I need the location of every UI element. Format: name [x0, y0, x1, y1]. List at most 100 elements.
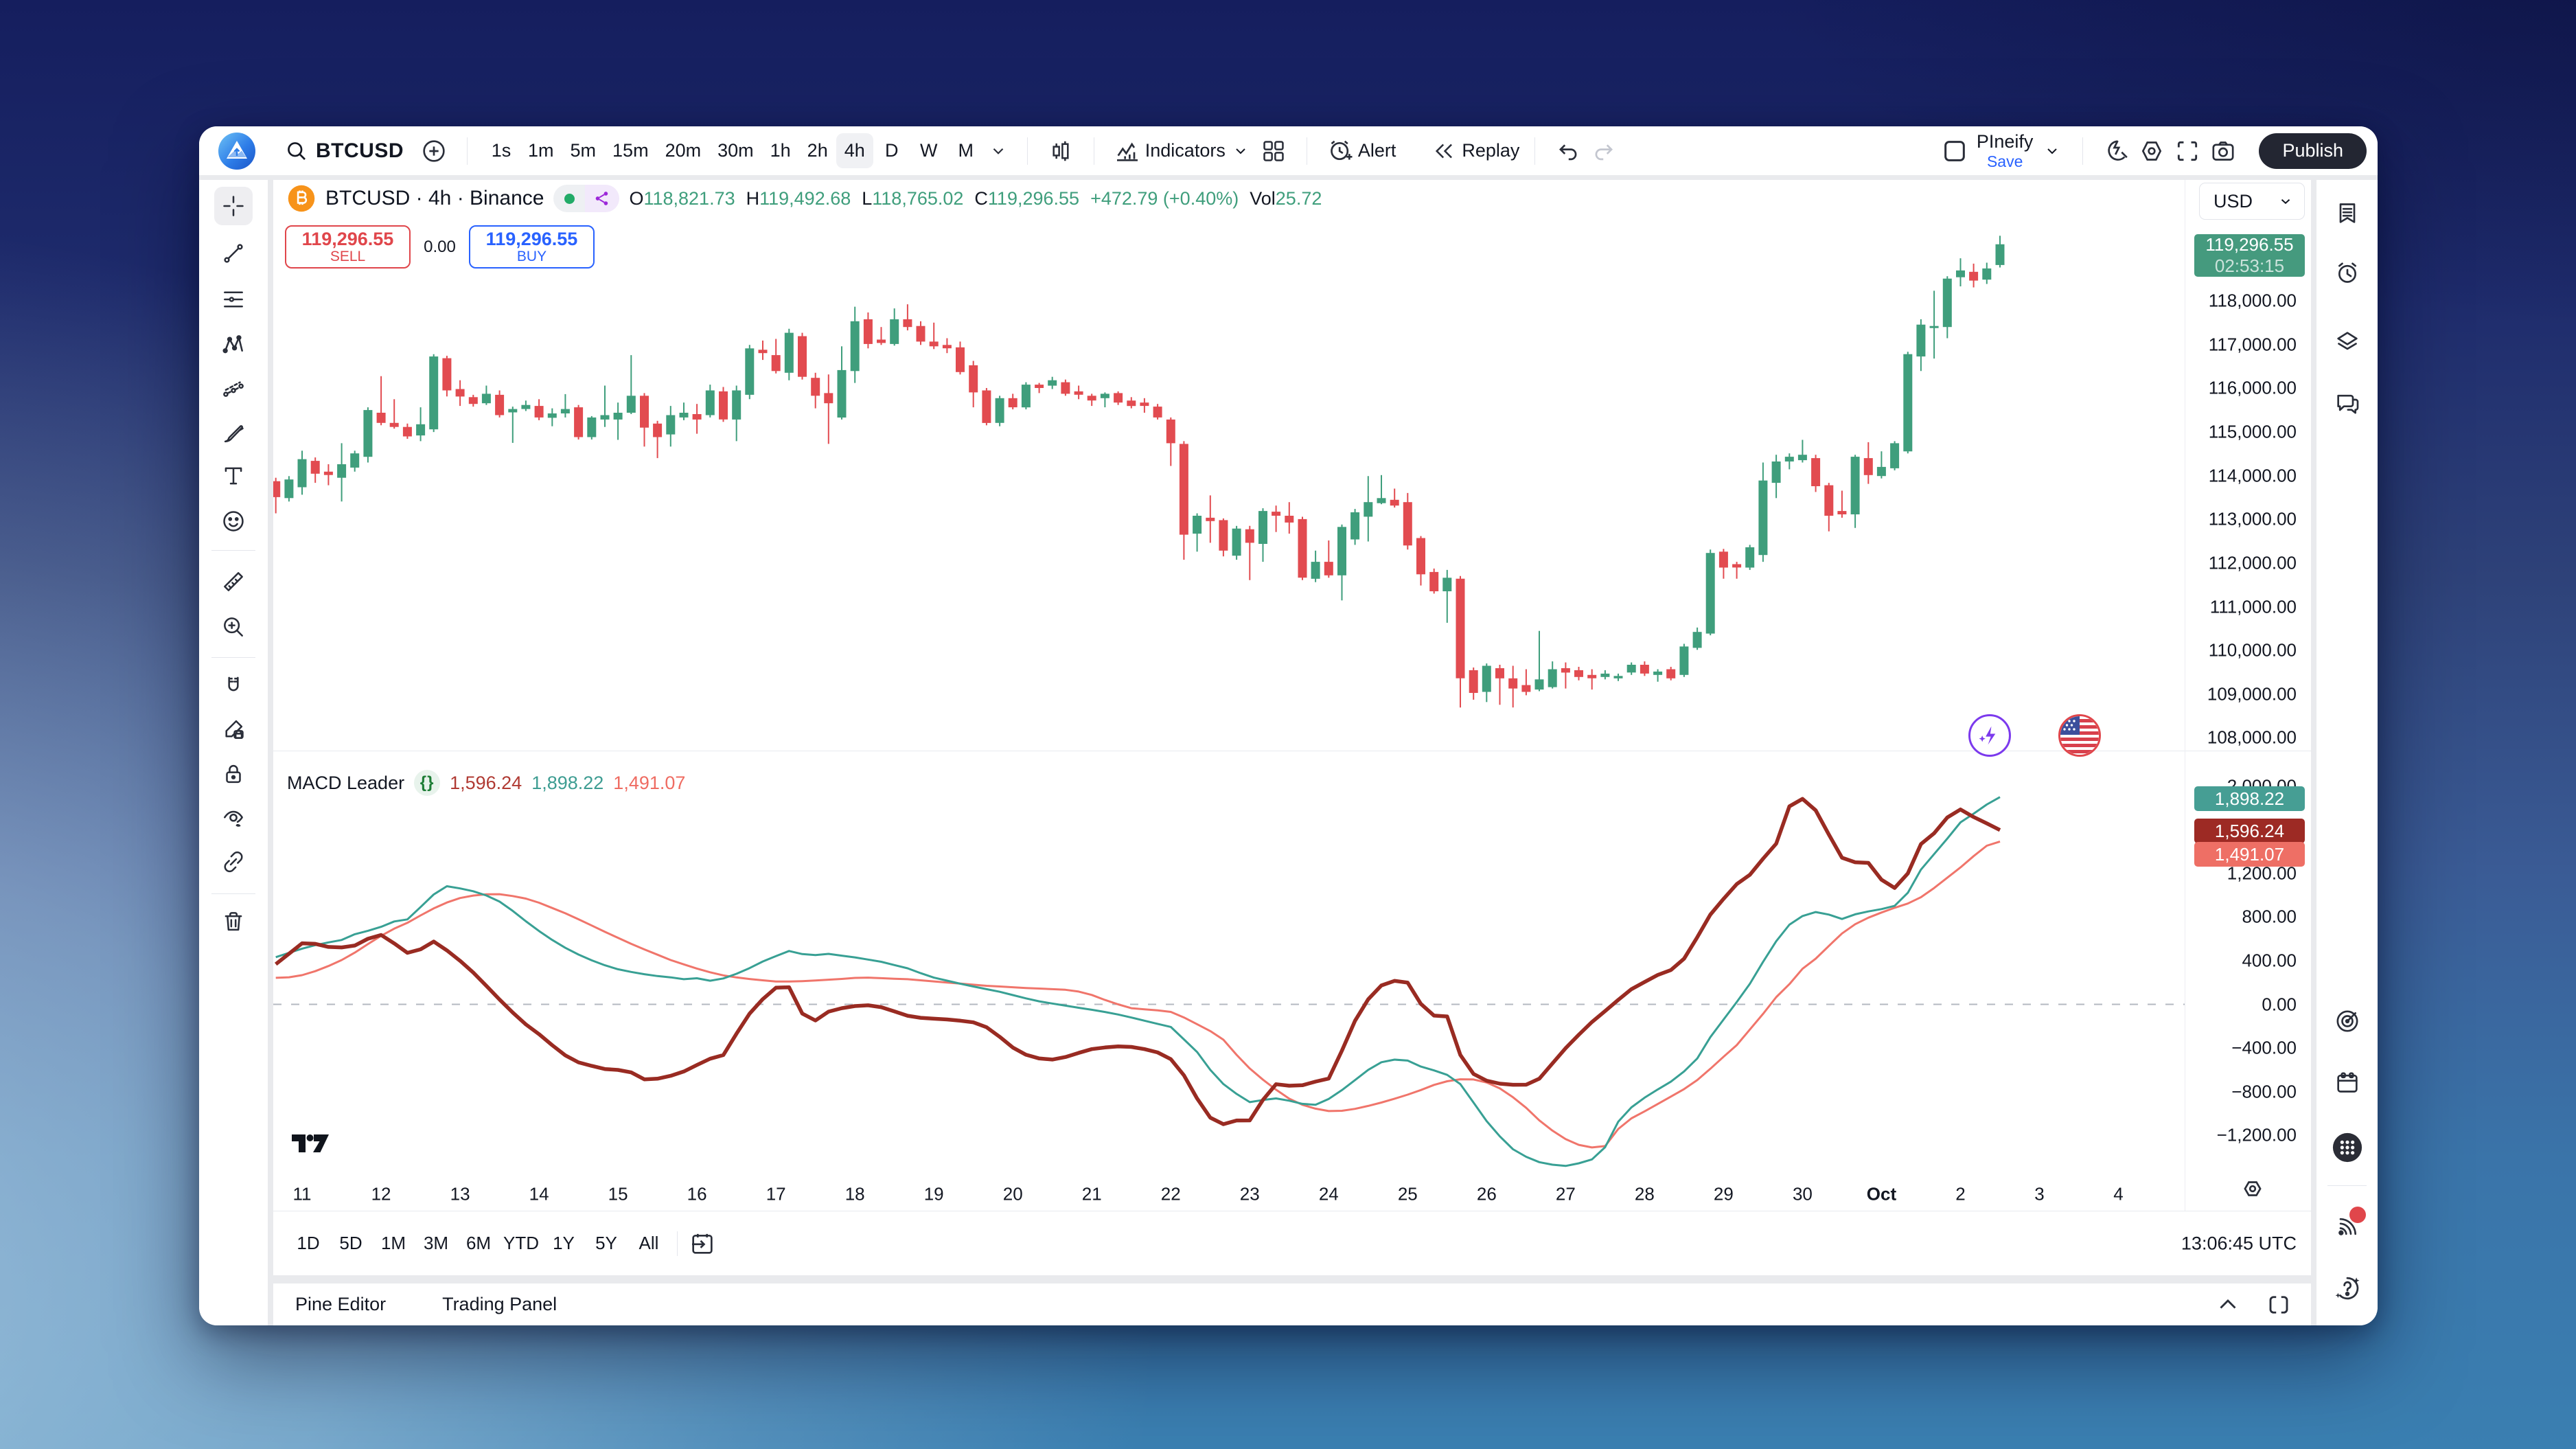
undo-icon[interactable] [1550, 133, 1586, 169]
range-3m[interactable]: 3M [423, 1233, 449, 1253]
timeframe-30m[interactable]: 30m [717, 140, 754, 161]
pine-source-icon[interactable]: {} [414, 770, 441, 796]
trading-panel-tab[interactable]: Trading Panel [442, 1294, 557, 1314]
alerts-clock-icon[interactable] [2332, 258, 2363, 289]
broadcast-icon[interactable] [2332, 1207, 2366, 1242]
symbol-search-text: BTCUSD [316, 139, 404, 162]
lock-all-tool-icon[interactable] [214, 755, 253, 793]
fib-retracement-tool-icon[interactable] [214, 280, 253, 319]
close-value: 119,296.55 [987, 187, 1080, 209]
range-ytd[interactable]: YTD [503, 1233, 539, 1253]
timeframe-20m[interactable]: 20m [665, 140, 702, 161]
currency-dropdown[interactable]: USD [2199, 183, 2305, 220]
range-1y[interactable]: 1Y [553, 1233, 575, 1253]
symbol-search[interactable]: BTCUSD [284, 139, 404, 163]
buy-button[interactable]: 119,296.55 BUY [469, 225, 595, 269]
range-all[interactable]: All [639, 1233, 659, 1253]
macd-indicator-chart[interactable] [273, 751, 2185, 1167]
us-flag-icon[interactable] [2058, 714, 2101, 757]
go-to-date-icon[interactable] [685, 1226, 720, 1262]
chart-style-icon[interactable] [1043, 133, 1079, 169]
time-tick: 11 [292, 1183, 312, 1205]
timeframe-4h[interactable]: 4h [836, 133, 873, 168]
range-5y[interactable]: 5Y [595, 1233, 617, 1253]
clock-utc[interactable]: 13:06:45 UTC [2181, 1233, 2297, 1253]
indicator-title[interactable]: MACD Leader [287, 772, 405, 793]
panel-chevron-up-icon[interactable] [2212, 1289, 2244, 1321]
quick-search-icon[interactable] [2098, 133, 2134, 169]
panel-maximize-icon[interactable] [2263, 1289, 2295, 1321]
text-tool-icon[interactable] [214, 457, 253, 495]
apps-grid-icon[interactable] [2332, 1132, 2363, 1163]
object-tree-icon[interactable] [2332, 326, 2363, 358]
timeframe-1h[interactable]: 1h [770, 140, 791, 161]
indicators-icon[interactable] [1109, 133, 1145, 169]
replay-icon[interactable] [1426, 133, 1462, 169]
timeframe-1m[interactable]: 1m [528, 140, 554, 161]
hide-all-tool-icon[interactable] [214, 799, 253, 837]
pine-editor-tab[interactable]: Pine Editor [295, 1294, 387, 1314]
alert-label[interactable]: Alert [1357, 140, 1396, 161]
market-status-icon[interactable] [553, 185, 586, 212]
range-5d[interactable]: 5D [339, 1233, 363, 1253]
layout-name-block[interactable]: PIneify Save [1977, 131, 2034, 170]
crosshair-tool-icon[interactable] [214, 187, 253, 225]
symbol-title[interactable]: BTCUSD · 4h · Binance [325, 187, 544, 209]
tradingview-logo[interactable] [290, 1133, 332, 1155]
indicators-chevron-icon[interactable] [1226, 143, 1256, 159]
range-1m[interactable]: 1M [380, 1233, 406, 1253]
link-drawings-tool-icon[interactable] [214, 843, 253, 881]
ruler-tool-icon[interactable] [214, 562, 253, 601]
layout-grid-icon[interactable] [1256, 133, 1291, 169]
open-label: O [629, 187, 644, 209]
calendar-icon[interactable] [2332, 1067, 2363, 1099]
timeframes-chevron-icon[interactable] [985, 133, 1012, 169]
layout-name[interactable]: PIneify [1976, 130, 2034, 152]
drawing-sync-tool-icon[interactable] [214, 710, 253, 749]
magnet-tool-icon[interactable] [214, 666, 253, 705]
share-icon[interactable] [585, 185, 620, 212]
time-axis-settings-icon[interactable] [2238, 1174, 2267, 1203]
price-tick: 116,000.00 [2208, 377, 2297, 398]
sell-button[interactable]: 119,296.55 SELL [285, 225, 411, 269]
help-icon[interactable] [2332, 1273, 2363, 1304]
chat-icon[interactable] [2332, 387, 2363, 419]
pineify-logo[interactable] [218, 132, 255, 170]
forecast-tool-icon[interactable] [214, 370, 253, 409]
layout-chevron-icon[interactable] [2037, 143, 2067, 159]
save-button[interactable]: Save [1986, 152, 2023, 170]
timeframe-D[interactable]: D [885, 140, 899, 161]
timeframe-1s[interactable]: 1s [491, 140, 511, 161]
time-tick: 2 [1955, 1183, 1966, 1205]
price-axis[interactable]: USD 118,000.00 117,000.00 116,000.00 115,00… [2185, 180, 2311, 1275]
remove-all-tool-icon[interactable] [214, 902, 253, 941]
emoji-tool-icon[interactable] [214, 502, 253, 540]
alert-icon[interactable] [1322, 133, 1358, 169]
zoom-in-tool-icon[interactable] [214, 608, 253, 646]
timeframe-W[interactable]: W [920, 140, 938, 161]
screener-radar-icon[interactable] [2332, 1005, 2363, 1037]
sell-price: 119,296.55 [301, 229, 394, 250]
snapshot-camera-icon[interactable] [2205, 133, 2241, 169]
compare-add-icon[interactable] [416, 133, 452, 169]
pattern-xabcd-tool-icon[interactable] [214, 326, 253, 364]
fullscreen-icon[interactable] [2170, 133, 2205, 169]
timeframe-2h[interactable]: 2h [807, 140, 828, 161]
candlestick-chart[interactable] [273, 180, 2185, 751]
timeframe-M[interactable]: M [958, 140, 974, 161]
replay-label[interactable]: Replay [1462, 140, 1520, 161]
brush-tool-icon[interactable] [214, 414, 253, 453]
watchlist-icon[interactable] [2332, 197, 2363, 229]
macd-lag-label: 1,491.07 [2194, 842, 2305, 867]
publish-button[interactable]: Publish [2259, 133, 2367, 169]
time-axis[interactable]: 11 12 13 14 15 16 17 18 19 20 21 22 23 24 25 26 27 28 29 30… [273, 1167, 2311, 1211]
settings-icon[interactable] [2134, 133, 2170, 169]
ai-assistant-icon[interactable] [1968, 714, 2011, 757]
range-6m[interactable]: 6M [465, 1233, 492, 1253]
layout-select-icon[interactable] [1937, 133, 1973, 169]
timeframe-5m[interactable]: 5m [570, 140, 597, 161]
trend-line-tool-icon[interactable] [214, 234, 253, 273]
timeframe-15m[interactable]: 15m [612, 140, 649, 161]
range-1d[interactable]: 1D [297, 1233, 320, 1253]
indicators-label[interactable]: Indicators [1145, 140, 1226, 161]
